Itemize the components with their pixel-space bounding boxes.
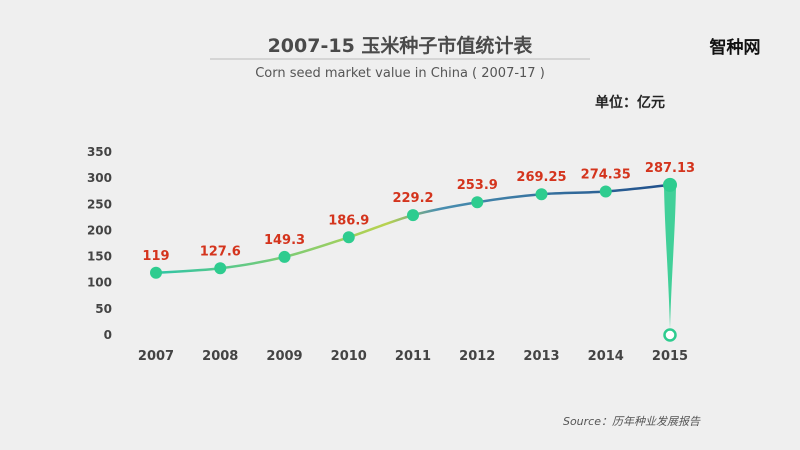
- x-tick-label: 2010: [331, 349, 367, 364]
- data-point: [471, 196, 484, 209]
- data-label: 119: [142, 249, 169, 264]
- data-point: [150, 266, 162, 279]
- y-tick-label: 250: [87, 197, 112, 211]
- data-point: [663, 177, 677, 192]
- data-point: [214, 262, 227, 275]
- source-note: Source：历年种业发展报告: [563, 415, 701, 428]
- watermark-logo: 智种网: [710, 37, 761, 58]
- data-label: 186.9: [328, 213, 369, 228]
- data-points: [150, 177, 677, 279]
- y-tick-label: 100: [87, 276, 112, 290]
- data-point: [599, 185, 612, 198]
- x-tick-label: 2008: [202, 349, 238, 364]
- data-point: [535, 188, 548, 201]
- data-labels: 119 127.6 149.3 186.9 229.2 253.9 269.25 274.35…: [142, 161, 695, 264]
- data-label: 229.2: [392, 191, 433, 206]
- x-tick-label: 2015: [652, 349, 688, 364]
- drop-line-2015: [663, 186, 677, 342]
- data-label: 253.9: [457, 178, 498, 193]
- x-tick-label: 2009: [266, 349, 302, 364]
- drop-line-shape: [664, 186, 676, 329]
- data-point: [278, 250, 291, 263]
- y-tick-label: 300: [87, 171, 112, 185]
- x-tick-label: 2013: [523, 349, 559, 364]
- chart-subtitle: Corn seed market value in China ( 2007-1…: [255, 66, 545, 81]
- x-tick-label: 2014: [588, 349, 624, 364]
- y-axis: 0 50 100 150 200 250 300 350: [87, 145, 112, 342]
- y-tick-label: 0: [104, 328, 112, 342]
- data-label: 269.25: [516, 170, 566, 185]
- y-tick-label: 50: [95, 302, 112, 316]
- data-label: 127.6: [200, 244, 241, 259]
- x-tick-label: 2007: [138, 349, 174, 364]
- x-tick-label: 2011: [395, 349, 431, 364]
- y-tick-label: 350: [87, 145, 112, 159]
- chart-title: 2007-15 玉米种子市值统计表: [268, 34, 534, 57]
- data-label: 274.35: [581, 168, 631, 183]
- y-tick-label: 150: [87, 250, 112, 264]
- data-label: 287.13: [645, 161, 695, 176]
- x-axis: 2007 2008 2009 2010 2011 2012 2013 2014 2015: [138, 349, 688, 364]
- data-point: [407, 209, 419, 222]
- baseline-hollow-marker: [663, 328, 677, 342]
- unit-label: 单位：亿元: [595, 94, 665, 111]
- x-tick-label: 2012: [459, 349, 495, 364]
- y-tick-label: 200: [87, 223, 112, 237]
- data-point: [342, 231, 355, 244]
- data-label: 149.3: [264, 233, 305, 248]
